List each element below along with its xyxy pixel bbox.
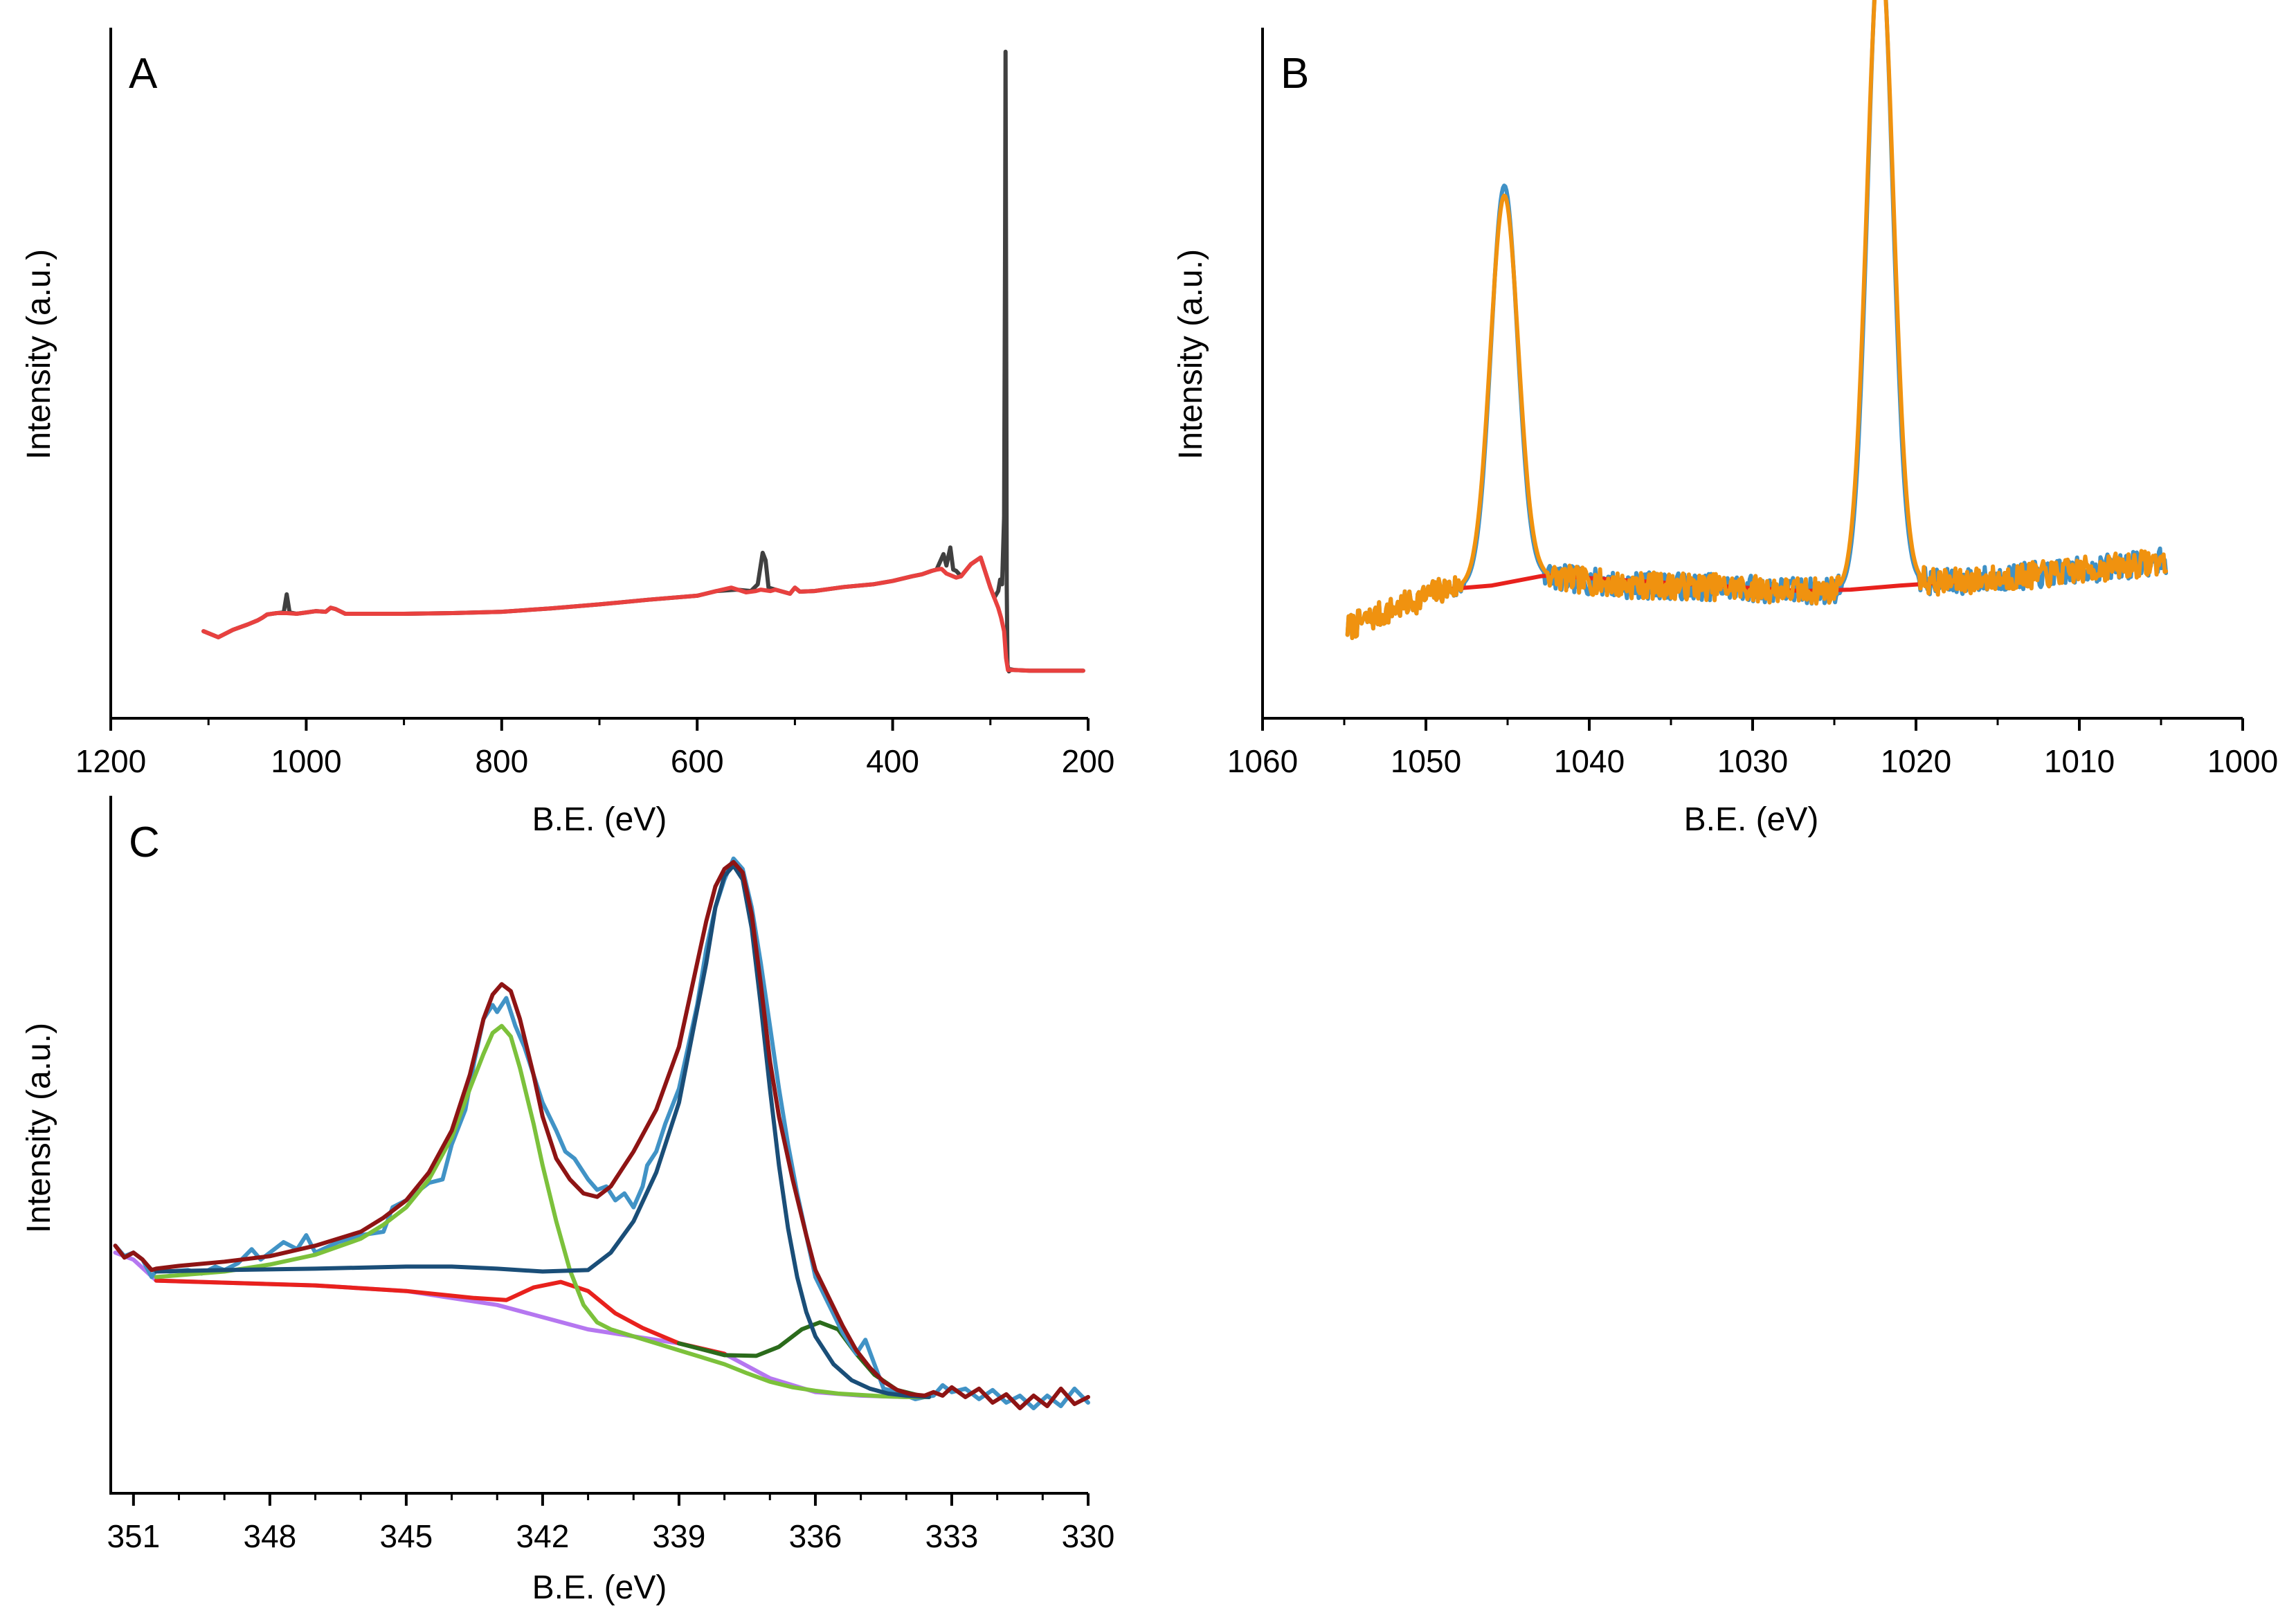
panel-c-spectrum: C Intensity (a.u.) B.E. (eV) 351 348 345 34… (21, 796, 1114, 1606)
panel-c-plot-area (113, 856, 1090, 1410)
panel-b-ticks: 1060 1050 1040 1030 1020 1010 1000 (1227, 718, 2278, 779)
panel-b-x-axis-title: B.E. (eV) (1684, 801, 1819, 838)
panel-c-series-envelope (113, 859, 1090, 1410)
panel-b-spectrum: B Intensity (a.u.) B.E. (eV) 1060 1050 104… (1173, 0, 2278, 838)
panel-c-x-axis-title: B.E. (eV) (532, 1569, 667, 1606)
panel-a-axes (109, 28, 1088, 720)
panel-c-y-axis-title: Intensity (a.u.) (21, 1023, 57, 1233)
panel-a-plot-area (201, 49, 1085, 674)
panel-c-x-tick-label: 330 (1062, 1518, 1115, 1554)
panel-c-x-tick-label: 339 (653, 1518, 706, 1554)
panel-c-x-tick-label: 333 (925, 1518, 979, 1554)
panel-b-plot-area (1345, 0, 2169, 640)
panel-b-y-axis-title: Intensity (a.u.) (1173, 249, 1209, 459)
panel-c-letter: C (129, 819, 160, 866)
panel-b-letter: B (1281, 50, 1309, 98)
panel-c-x-tick-label: 348 (243, 1518, 296, 1554)
panel-b-x-tick-label: 1010 (2044, 743, 2115, 779)
panel-b-x-tick-label: 1050 (1391, 743, 1461, 779)
panel-a-x-tick-label: 800 (475, 743, 528, 779)
panel-c-ticks: 351 348 345 342 339 336 333 330 (107, 1493, 1114, 1554)
panel-b-axes (1261, 28, 2243, 720)
panel-a-survey-spectrum: A Intensity (a.u.) B.E. (eV) 1200 1000 800… (21, 28, 1114, 838)
panel-a-y-axis-title: Intensity (a.u.) (21, 249, 57, 459)
panel-c-x-tick-label: 342 (516, 1518, 570, 1554)
panel-a-series-survey-spectrum (201, 49, 1085, 674)
panel-c-x-tick-label: 345 (380, 1518, 433, 1554)
panel-c-series-component-337-ev (154, 863, 932, 1399)
panel-b-x-tick-label: 1040 (1554, 743, 1625, 779)
panel-a-x-tick-label: 1200 (75, 743, 146, 779)
panel-a-ticks: 1200 1000 800 600 400 200 (75, 718, 1115, 779)
panel-c-x-tick-label: 351 (107, 1518, 160, 1554)
panel-b-x-tick-label: 1020 (1881, 743, 1951, 779)
panel-b-x-tick-label: 1060 (1227, 743, 1298, 779)
panel-a-x-tick-label: 400 (866, 743, 919, 779)
panel-c-axes (109, 796, 1088, 1495)
panel-a-series-background (201, 555, 1085, 673)
panel-c-series-component-342-ev (154, 1278, 727, 1356)
panel-b-x-tick-label: 1000 (2207, 743, 2278, 779)
panel-c-series-background (113, 1250, 932, 1399)
panel-c-x-tick-label: 336 (789, 1518, 842, 1554)
panel-c-series-component-343-ev (154, 1023, 932, 1399)
panel-b-series-raw-data (1345, 0, 2169, 640)
panel-a-x-tick-label: 1000 (271, 743, 341, 779)
panel-a-letter: A (129, 50, 158, 98)
panel-b-x-tick-label: 1030 (1717, 743, 1788, 779)
panel-a-x-tick-label: 200 (1062, 743, 1115, 779)
panel-b-series-fit (1345, 0, 2169, 640)
panel-a-x-axis-title: B.E. (eV) (532, 801, 667, 838)
panel-a-x-tick-label: 600 (671, 743, 724, 779)
